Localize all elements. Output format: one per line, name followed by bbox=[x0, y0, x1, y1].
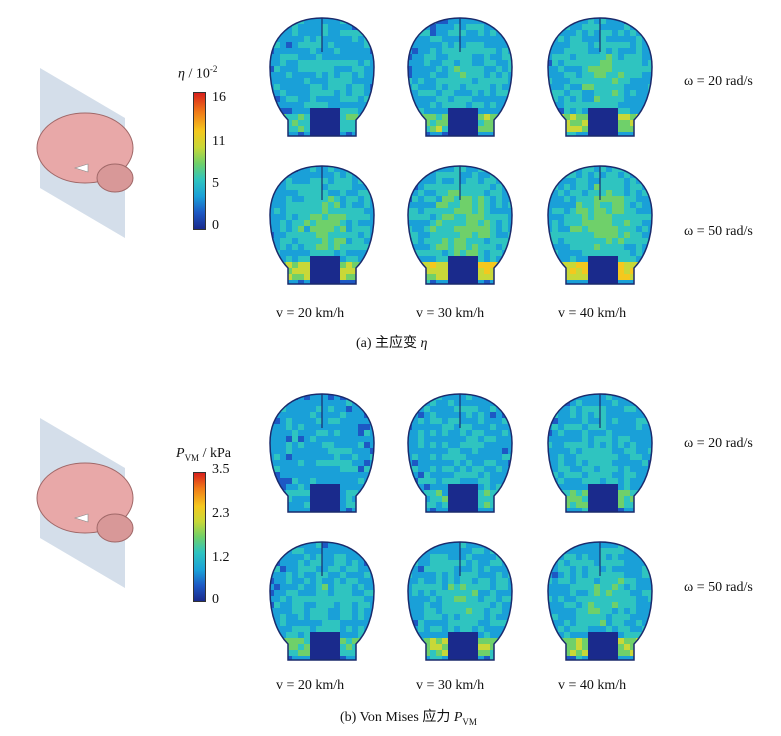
col-label-velocity: v = 40 km/h bbox=[558, 306, 627, 321]
col-label-velocity: v = 20 km/h bbox=[276, 678, 345, 693]
strain-map-v30-w50 bbox=[400, 160, 520, 295]
colorbar-tick: 11 bbox=[212, 134, 226, 149]
brain-model-image bbox=[30, 68, 158, 238]
stress-map-v20-w20 bbox=[262, 388, 382, 523]
strain-map-v40-w50 bbox=[540, 160, 660, 295]
panel-caption: (b) Von Mises 应力 PVM bbox=[340, 710, 477, 727]
strain-map-v20-w50 bbox=[262, 160, 382, 295]
colorbar bbox=[193, 472, 206, 602]
colorbar-title: PVM / kPa bbox=[176, 446, 231, 463]
stress-map-v40-w20 bbox=[540, 388, 660, 523]
colorbar-tick: 3.5 bbox=[212, 462, 230, 477]
strain-map-v30-w20 bbox=[400, 12, 520, 147]
colorbar bbox=[193, 92, 206, 230]
col-label-velocity: v = 20 km/h bbox=[276, 306, 345, 321]
stress-map-v30-w50 bbox=[400, 536, 520, 671]
panel-a: η / 10-2 16 11 5 0 ω = 20 rad/s ω = 50 r… bbox=[30, 12, 753, 351]
row-label-omega: ω = 50 rad/s bbox=[684, 224, 753, 239]
col-label-velocity: v = 30 km/h bbox=[416, 678, 485, 693]
col-label-velocity: v = 40 km/h bbox=[558, 678, 627, 693]
strain-map-v20-w20 bbox=[262, 12, 382, 147]
colorbar-tick: 16 bbox=[212, 90, 226, 105]
col-label-velocity: v = 30 km/h bbox=[416, 306, 485, 321]
strain-map-v40-w20 bbox=[540, 12, 660, 147]
stress-map-v40-w50 bbox=[540, 536, 660, 671]
colorbar-tick: 0 bbox=[212, 218, 219, 233]
colorbar-tick: 2.3 bbox=[212, 506, 230, 521]
brain-model-image bbox=[30, 418, 158, 588]
row-label-omega: ω = 20 rad/s bbox=[684, 436, 753, 451]
colorbar-title: η / 10-2 bbox=[178, 64, 218, 82]
colorbar-tick: 5 bbox=[212, 176, 219, 191]
colorbar-tick: 0 bbox=[212, 592, 219, 607]
row-label-omega: ω = 50 rad/s bbox=[684, 580, 753, 595]
stress-map-v30-w20 bbox=[400, 388, 520, 523]
stress-map-v20-w50 bbox=[262, 536, 382, 671]
row-label-omega: ω = 20 rad/s bbox=[684, 74, 753, 89]
panel-caption: (a) 主应变 η bbox=[356, 336, 428, 351]
panel-b: PVM / kPa 3.5 2.3 1.2 0 ω = 20 rad/s ω =… bbox=[0, 368, 781, 736]
colorbar-tick: 1.2 bbox=[212, 550, 230, 565]
